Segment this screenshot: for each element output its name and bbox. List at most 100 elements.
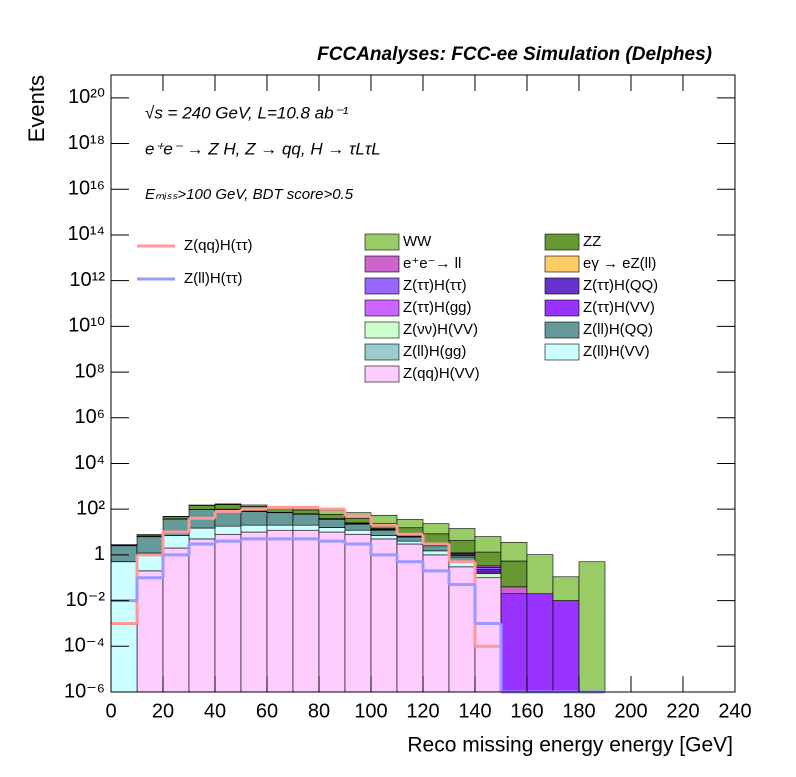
y-tick-label: 10¹⁶ [68,178,105,200]
histogram-bar [423,551,449,555]
histogram-bar [449,541,475,553]
histogram-bar [293,510,319,514]
y-tick-label: 10⁸ [74,360,105,382]
x-tick-label: 240 [718,700,751,722]
legend-label: Z(ττ)H(gg) [403,299,472,316]
histogram-bar [319,510,345,514]
histogram-bar [293,514,319,525]
histogram-bar [241,525,267,532]
histogram-bar [215,504,241,509]
x-tick-label: 180 [562,700,595,722]
y-axis-title: Events [24,75,49,142]
annotation: √s = 240 GeV, L=10.8 ab⁻¹ [145,103,349,122]
histogram-bar [267,513,293,525]
legend-label: eγ → eZ(ll) [583,255,656,272]
y-tick-label: 10⁶ [75,406,105,428]
legend-label: e⁺e⁻→ ll [403,255,461,272]
histogram-bar [189,528,215,539]
y-tick-label: 10⁴ [74,452,105,474]
histogram-bar [475,578,501,692]
histogram-bar [319,519,345,527]
histogram-bar [475,552,501,566]
x-tick-label: 140 [458,700,491,722]
histogram-bar [137,571,163,692]
histogram-bar [215,504,241,505]
legend-label: Z(νν)H(VV) [403,321,478,338]
histogram-bar [293,525,319,530]
x-tick-label: 0 [105,700,116,722]
histogram-bar [345,524,371,530]
y-tick-label: 10¹⁰ [68,315,105,337]
x-tick-label: 20 [152,700,174,722]
histogram-bar [475,569,501,571]
histogram-bar [241,511,267,525]
legend-swatch [365,256,399,272]
histogram-bar [345,518,371,523]
y-tick-label: 10⁻² [66,589,106,611]
legend-label: Z(ll)H(VV) [583,343,650,360]
histogram-bar [501,594,527,692]
histogram-bar [163,516,189,518]
histogram-bar [267,530,293,692]
x-tick-label: 200 [614,700,647,722]
legend-swatch [365,322,399,338]
x-tick-label: 40 [204,700,226,722]
histogram-bar [553,577,579,601]
legend-label: Z(ll)H(QQ) [583,321,653,338]
legend-swatch [545,344,579,360]
histogram-bar [501,542,527,561]
histogram-bar [397,544,423,692]
histogram-bar [423,555,449,692]
histogram-bar [397,541,423,544]
x-tick-label: 100 [354,700,387,722]
legend-label: Z(qq)H(VV) [403,365,480,382]
histogram-bar [241,532,267,692]
histogram-bar [371,530,397,535]
x-tick-label: 220 [666,700,699,722]
x-axis-title: Reco missing energy energy [GeV] [407,734,733,757]
histogram-bar [319,514,345,518]
legend-swatch [545,300,579,316]
histogram-bar [475,537,501,552]
y-tick-label: 10¹⁸ [68,132,105,154]
legend-label: Z(ll)H(gg) [403,343,466,360]
histogram-bar [111,546,137,562]
histogram-bar [189,539,215,692]
histogram-bar [371,536,397,539]
histogram-bar [319,532,345,692]
histogram-bar [241,505,267,506]
legend-swatch [545,234,579,250]
histogram-bar [423,546,449,551]
histogram-bar [111,562,137,692]
x-tick-label: 120 [406,700,439,722]
histogram-bar [579,562,605,692]
y-tick-label: 10⁻⁶ [64,680,105,702]
histogram-bar [267,525,293,530]
histogram-bar [163,548,189,692]
legend-swatch [545,322,579,338]
histogram-bar [423,524,449,534]
legend-label: Z(ττ)H(QQ) [583,277,658,294]
histogram-bar [371,539,397,692]
histogram-bar [319,527,345,532]
histogram-bar [501,587,527,594]
legend-swatch [365,300,399,316]
y-tick-label: 10¹² [69,269,105,291]
x-tick-label: 160 [510,700,543,722]
legend-label: WW [403,233,432,250]
histogram-bar [371,515,397,523]
legend-label: Z(qq)H(ττ) [184,237,253,254]
legend-label: Z(ττ)H(VV) [583,299,655,316]
histogram-bar [475,574,501,578]
histogram-bar [501,561,527,587]
legend-label: Z(ll)H(ττ) [184,270,243,287]
histogram-bar [553,601,579,692]
legend-swatch [545,256,579,272]
x-tick-label: 80 [308,700,330,722]
y-tick-label: 1 [94,543,105,565]
annotation: e⁺e⁻ → Z H, Z → qq, H → τLτL [145,139,381,158]
histogram-bar [215,534,241,692]
histogram-bar [215,526,241,534]
legend-swatch [365,344,399,360]
histogram-bar [189,505,215,509]
